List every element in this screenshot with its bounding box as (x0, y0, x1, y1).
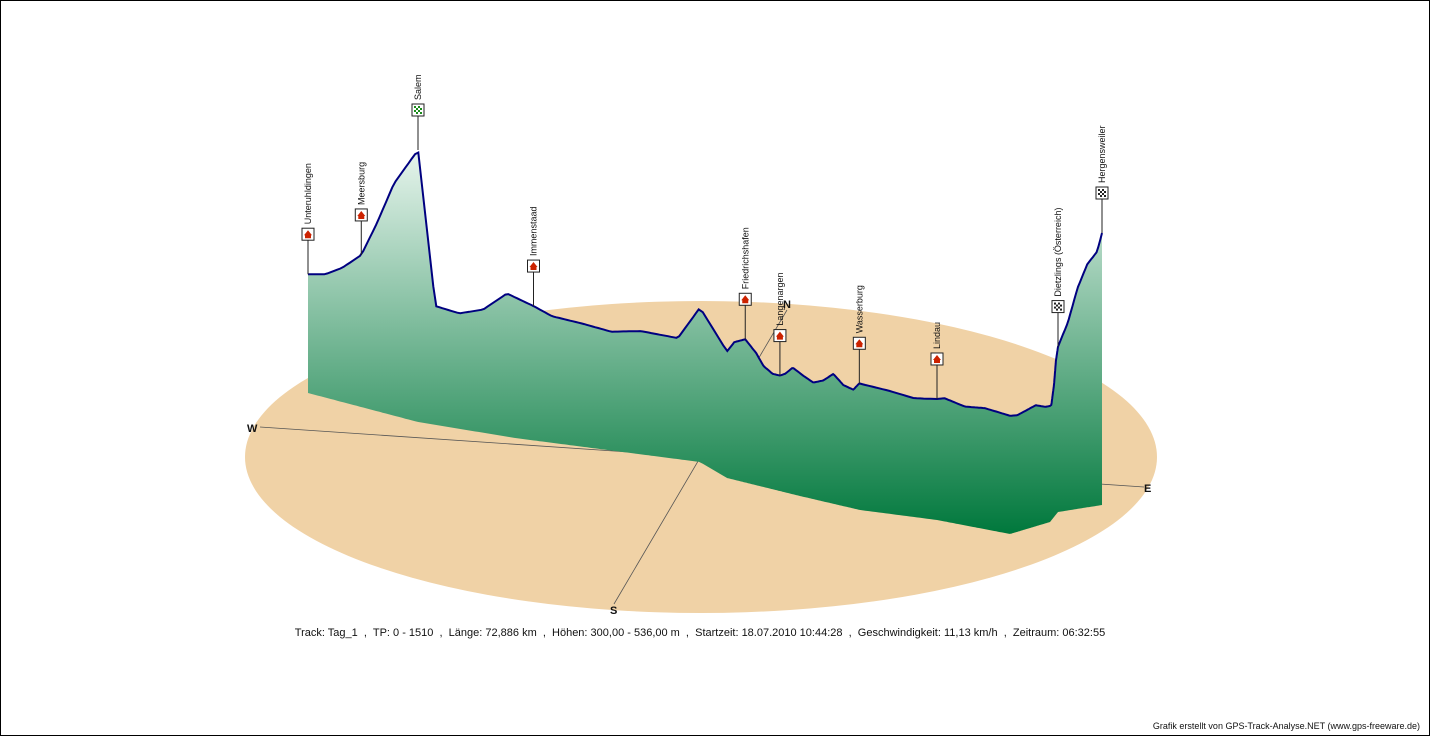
waypoint-label: Immenstaad (529, 207, 539, 257)
flag-check (1102, 193, 1104, 195)
house-glyph (304, 230, 312, 239)
flag-check (1054, 302, 1056, 305)
flag-check (1104, 191, 1106, 193)
flag-check (1058, 306, 1060, 309)
flag-check (1102, 189, 1104, 191)
flag-check (1058, 302, 1060, 305)
waypoint-label: Unteruhldingen (303, 163, 313, 224)
flag-check (414, 106, 416, 108)
house-glyph (775, 331, 784, 340)
waypoint-langenargen: Langenargen (773, 273, 787, 376)
flag-check (1060, 304, 1062, 307)
credit-text: Grafik erstellt von GPS-Track-Analyse.NE… (1152, 721, 1420, 731)
flag-check (414, 110, 416, 112)
elevation-curtain (308, 152, 1102, 534)
track-info: Track: Tag_1 , TP: 0 - 1510 , Länge: 72,… (294, 627, 1106, 639)
waypoint-label: Dietzlings (Österreich) (1053, 208, 1063, 297)
waypoint-unteruhldingen: Unteruhldingen (301, 163, 315, 275)
flag-check (1056, 304, 1058, 307)
flag-check (1100, 195, 1102, 197)
flag-check (1056, 308, 1058, 311)
flag-check (416, 108, 418, 110)
flag-check (420, 112, 422, 114)
waypoint-immenstaad: Immenstaad (527, 207, 540, 307)
waypoint-label: Langenargen (775, 273, 785, 326)
waypoint-label: Salem (413, 74, 423, 100)
waypoint-label: Hergensweiler (1097, 125, 1107, 183)
house-glyph (529, 262, 538, 271)
waypoint-label: Lindau (932, 322, 942, 349)
flag-check (1060, 308, 1062, 311)
compass-north-label: N (783, 299, 791, 311)
waypoint-hergensweiler: Hergensweiler (1095, 125, 1109, 233)
waypoint-label: Wasserburg (854, 285, 864, 333)
waypoint-friedrichshafen: Friedrichshafen (738, 227, 752, 340)
waypoint-dietzlings-sterreich-: Dietzlings (Österreich) (1051, 208, 1065, 347)
waypoint-meersburg: Meersburg (354, 162, 368, 255)
flag-check (1054, 306, 1056, 309)
flag-check (416, 112, 418, 114)
flag-check (1098, 193, 1100, 195)
house-glyph (855, 339, 864, 348)
flag-check (418, 110, 420, 112)
house-glyph (933, 354, 941, 363)
elevation-curtain-area (308, 152, 1102, 534)
waypoint-lindau: Lindau (930, 322, 944, 399)
flag-check (1098, 189, 1100, 191)
flag-check (418, 106, 420, 108)
house-glyph (741, 295, 750, 304)
waypoint-label: Friedrichshafen (740, 227, 750, 289)
house-glyph (357, 210, 366, 219)
compass-east-label: E (1144, 483, 1151, 495)
flag-check (1104, 195, 1106, 197)
waypoint-markers: Unteruhldingen Meersburg Salem Immenstaad Fr… (301, 74, 1109, 399)
flag-check (420, 108, 422, 110)
waypoint-label: Meersburg (356, 162, 366, 205)
track-line (308, 150, 1103, 417)
flag-check (1100, 191, 1102, 193)
compass-south-label: S (610, 605, 617, 617)
waypoint-wasserburg: Wasserburg (852, 285, 866, 384)
waypoint-salem: Salem (411, 74, 425, 150)
compass-west-label: W (247, 423, 258, 435)
